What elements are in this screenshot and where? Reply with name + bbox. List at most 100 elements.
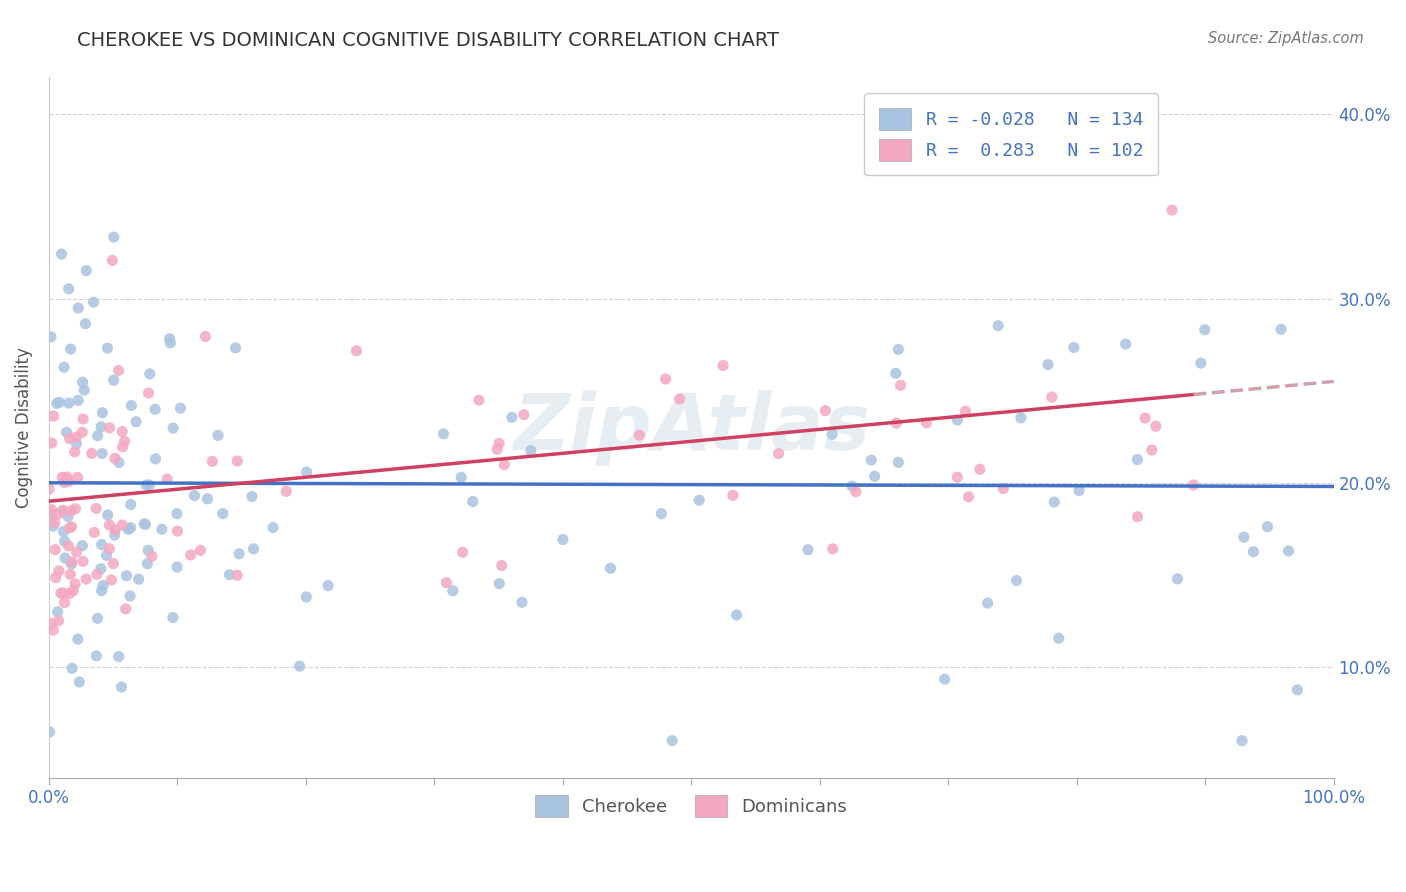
Point: [721, 488, 744, 502]
Point: [42, 409, 65, 423]
Point: [225, 341, 247, 355]
Point: [86, 567, 108, 582]
Point: [120, 498, 142, 512]
Point: [486, 442, 509, 457]
Point: [98, 421, 121, 435]
Point: [1005, 574, 1028, 588]
Point: [955, 404, 977, 418]
Point: [946, 470, 969, 484]
Point: [117, 522, 139, 536]
Point: [946, 413, 969, 427]
Point: [55, 425, 77, 440]
Point: [80, 446, 103, 460]
Point: [110, 680, 132, 694]
Point: [96, 341, 118, 355]
Point: [72, 554, 94, 568]
Legend: Cherokee, Dominicans: Cherokee, Dominicans: [529, 788, 855, 824]
Point: [53, 475, 76, 490]
Point: [86, 648, 108, 663]
Point: [1115, 337, 1137, 351]
Point: [75, 263, 97, 277]
Point: [41, 436, 63, 450]
Point: [48, 564, 70, 578]
Point: [101, 253, 124, 268]
Point: [138, 386, 160, 401]
Point: [183, 489, 205, 503]
Point: [316, 578, 339, 592]
Point: [135, 478, 157, 492]
Point: [52, 586, 75, 600]
Point: [1036, 358, 1059, 372]
Point: [111, 518, 134, 533]
Point: [42, 623, 65, 637]
Point: [1010, 410, 1032, 425]
Point: [38, 482, 60, 496]
Point: [468, 393, 491, 408]
Point: [346, 343, 368, 358]
Point: [114, 434, 136, 449]
Point: [58, 475, 80, 489]
Point: [66, 470, 89, 484]
Point: [115, 569, 138, 583]
Point: [103, 373, 125, 387]
Point: [91, 406, 114, 420]
Point: [494, 458, 516, 472]
Point: [52, 524, 75, 539]
Point: [58, 539, 80, 553]
Point: [143, 402, 166, 417]
Point: [211, 507, 233, 521]
Point: [59, 432, 82, 446]
Point: [65, 545, 87, 559]
Point: [52, 504, 75, 518]
Point: [201, 454, 224, 468]
Point: [150, 522, 173, 536]
Point: [45, 570, 67, 584]
Point: [1126, 509, 1149, 524]
Point: [1277, 544, 1299, 558]
Point: [96, 548, 118, 562]
Point: [197, 491, 219, 506]
Point: [1161, 202, 1184, 217]
Point: [711, 359, 734, 373]
Point: [1194, 323, 1216, 337]
Point: [159, 335, 181, 350]
Point: [39, 330, 62, 344]
Point: [228, 547, 250, 561]
Point: [226, 568, 249, 582]
Point: [491, 558, 513, 573]
Point: [114, 602, 136, 616]
Point: [70, 425, 93, 440]
Point: [240, 490, 263, 504]
Point: [628, 428, 651, 442]
Point: [72, 375, 94, 389]
Point: [218, 567, 240, 582]
Point: [1257, 519, 1279, 533]
Point: [67, 393, 90, 408]
Point: [654, 372, 676, 386]
Point: [103, 230, 125, 244]
Point: [128, 572, 150, 586]
Point: [1166, 572, 1188, 586]
Point: [98, 541, 121, 556]
Point: [60, 504, 83, 518]
Point: [72, 412, 94, 426]
Point: [162, 610, 184, 624]
Point: [66, 632, 89, 647]
Point: [599, 561, 621, 575]
Point: [845, 484, 868, 499]
Point: [65, 501, 87, 516]
Point: [107, 363, 129, 377]
Point: [120, 589, 142, 603]
Point: [58, 586, 80, 600]
Point: [1189, 356, 1212, 370]
Point: [103, 557, 125, 571]
Point: [451, 545, 474, 559]
Point: [797, 542, 820, 557]
Point: [59, 567, 82, 582]
Point: [104, 528, 127, 542]
Point: [120, 521, 142, 535]
Point: [1140, 442, 1163, 457]
Point: [934, 672, 956, 686]
Point: [134, 517, 156, 532]
Point: [91, 446, 114, 460]
